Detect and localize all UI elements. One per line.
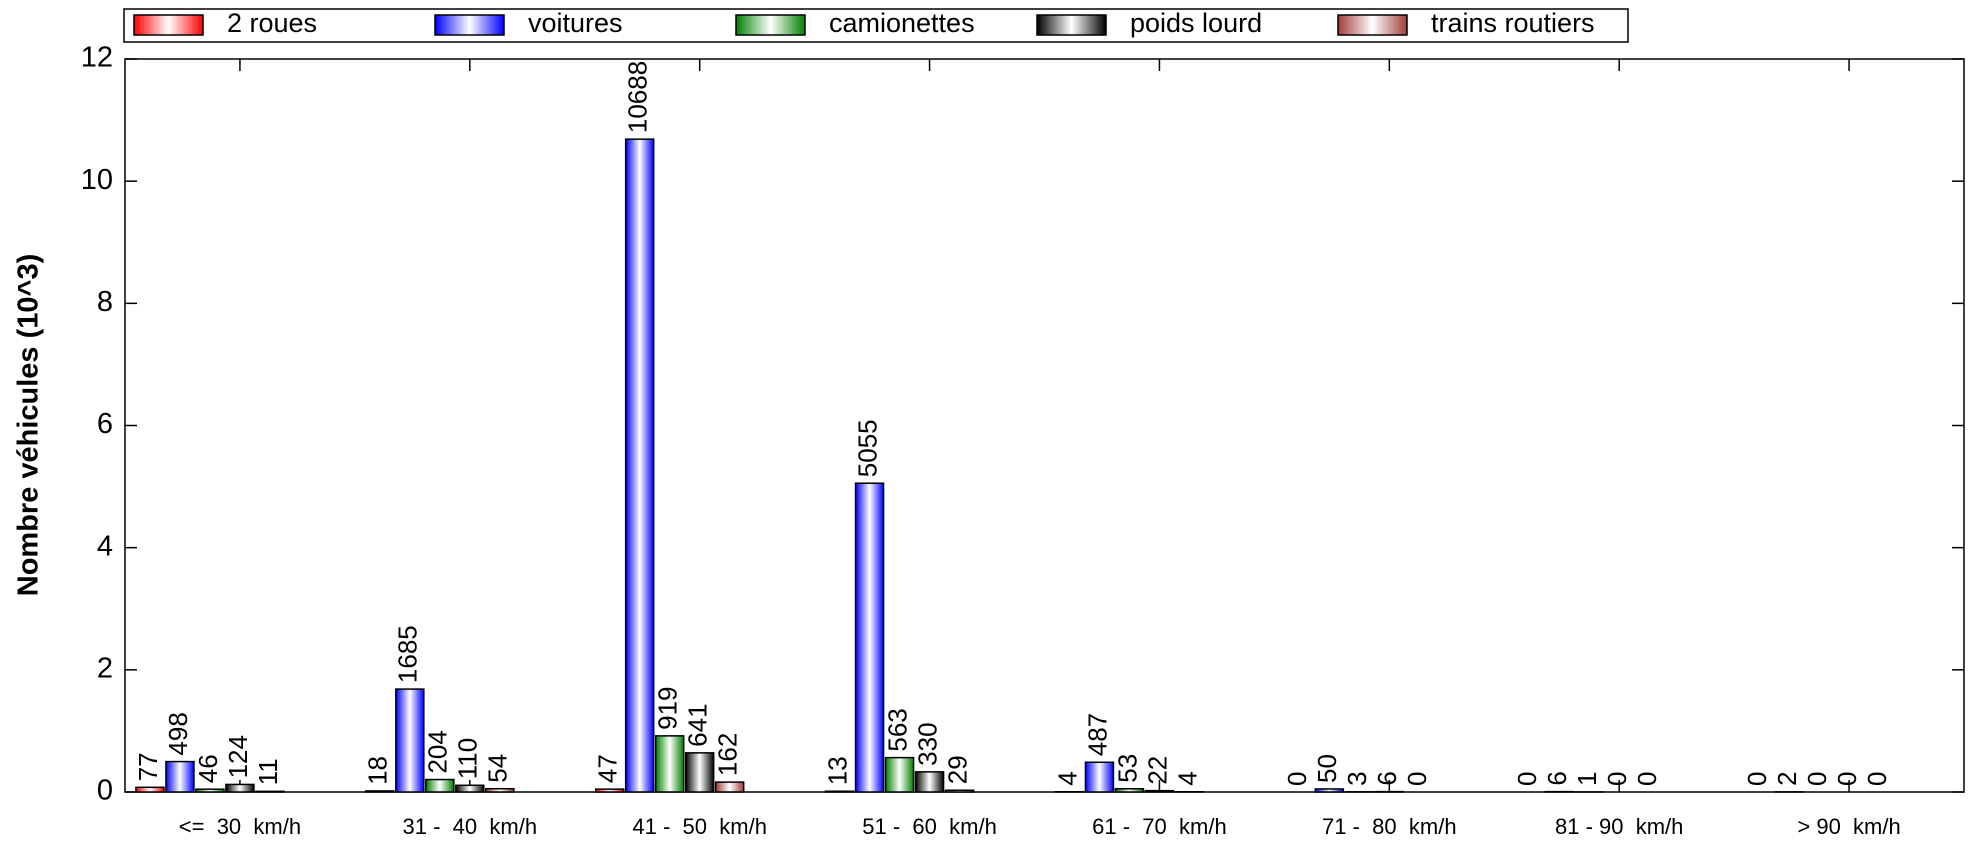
value-label: 47	[593, 754, 623, 783]
value-label: 0	[1282, 772, 1312, 786]
value-label: 11	[253, 758, 283, 785]
value-label: 5055	[852, 419, 882, 477]
value-label: 0	[1602, 772, 1632, 786]
value-label: 919	[653, 686, 683, 729]
x-tick-label: 71 - 80 km/h	[1322, 814, 1457, 839]
value-label: 29	[942, 755, 972, 784]
bar	[714, 781, 745, 793]
bar	[455, 784, 485, 793]
value-label: 0	[1832, 772, 1862, 786]
value-label: 6	[1542, 771, 1572, 785]
value-label: 6	[1372, 771, 1402, 785]
value-label: 0	[1632, 772, 1662, 786]
legend-label: camionettes	[829, 8, 975, 38]
bar	[1314, 788, 1345, 793]
y-tick-label: 6	[97, 408, 113, 440]
value-label: 77	[133, 752, 163, 781]
y-tick-label: 0	[97, 775, 113, 807]
value-label: 4	[1052, 771, 1082, 785]
bar	[395, 688, 425, 793]
value-label: 13	[822, 756, 852, 785]
legend-swatch	[1036, 14, 1107, 36]
legend-label: voitures	[528, 8, 623, 38]
bar	[135, 786, 165, 793]
value-label: 1685	[393, 625, 423, 683]
bar	[365, 790, 395, 793]
value-label: 2	[1772, 771, 1802, 785]
value-label: 204	[423, 730, 453, 773]
y-tick-label: 12	[81, 42, 113, 74]
legend-swatch	[1337, 14, 1408, 36]
value-label: 162	[713, 733, 743, 776]
value-label: 487	[1082, 713, 1112, 756]
legend-swatch	[434, 14, 505, 36]
value-label: 10688	[623, 61, 653, 133]
legend-swatch	[735, 14, 806, 36]
bar	[225, 783, 255, 793]
legend-box	[123, 8, 1629, 43]
x-tick-label: 61 - 70 km/h	[1092, 814, 1227, 839]
value-label: 1	[1572, 771, 1602, 785]
legend-swatch	[133, 14, 204, 36]
value-label: 0	[1802, 772, 1832, 786]
bar	[1084, 761, 1115, 793]
value-label: 0	[1862, 772, 1892, 786]
x-tick-label: <= 30 km/h	[179, 814, 301, 839]
value-label: 18	[363, 756, 393, 785]
bar	[485, 787, 515, 793]
value-label: 53	[1112, 754, 1142, 783]
bar	[165, 760, 195, 793]
legend-label: 2 roues	[227, 8, 317, 38]
bar	[1144, 789, 1175, 793]
y-tick-label: 2	[97, 652, 113, 684]
value-label: 641	[683, 703, 713, 746]
value-label: 0	[1512, 772, 1542, 786]
value-label: 330	[912, 722, 942, 765]
y-tick-label: 10	[81, 164, 113, 196]
x-tick-label: 81 - 90 km/h	[1555, 814, 1683, 839]
bar	[425, 778, 455, 793]
bar	[824, 790, 855, 793]
y-tick-label: 4	[97, 530, 113, 562]
value-label: 0	[1742, 772, 1772, 786]
value-label: 110	[453, 738, 483, 779]
bar	[594, 788, 625, 793]
value-label: 563	[882, 708, 912, 751]
value-label: 124	[223, 735, 253, 778]
legend-label: poids lourd	[1130, 8, 1262, 38]
bar	[884, 756, 915, 793]
value-label: 4	[1172, 771, 1202, 785]
bar	[684, 752, 715, 793]
bar	[854, 482, 885, 793]
x-tick-label: 41 - 50 km/h	[632, 814, 767, 839]
bar	[1114, 788, 1145, 793]
value-label: 46	[193, 754, 223, 783]
bar	[944, 789, 975, 793]
bar	[624, 138, 655, 793]
bar	[914, 771, 945, 793]
bar	[255, 790, 285, 793]
x-tick-label: 31 - 40 km/h	[403, 814, 538, 839]
y-tick-label: 8	[97, 286, 113, 318]
value-label: 3	[1342, 771, 1372, 785]
value-label: 498	[163, 712, 193, 755]
bar	[654, 735, 685, 793]
y-axis-label: Nombre véhicules (10^3)	[13, 254, 45, 597]
value-label: 22	[1142, 756, 1172, 785]
legend-label: trains routiers	[1431, 8, 1595, 38]
x-tick-label: 51 - 60 km/h	[862, 814, 997, 839]
value-label: 0	[1402, 772, 1432, 786]
x-tick-label: > 90 km/h	[1797, 814, 1900, 839]
bar	[195, 788, 225, 793]
value-label: 50	[1312, 754, 1342, 783]
value-label: 54	[483, 754, 513, 783]
